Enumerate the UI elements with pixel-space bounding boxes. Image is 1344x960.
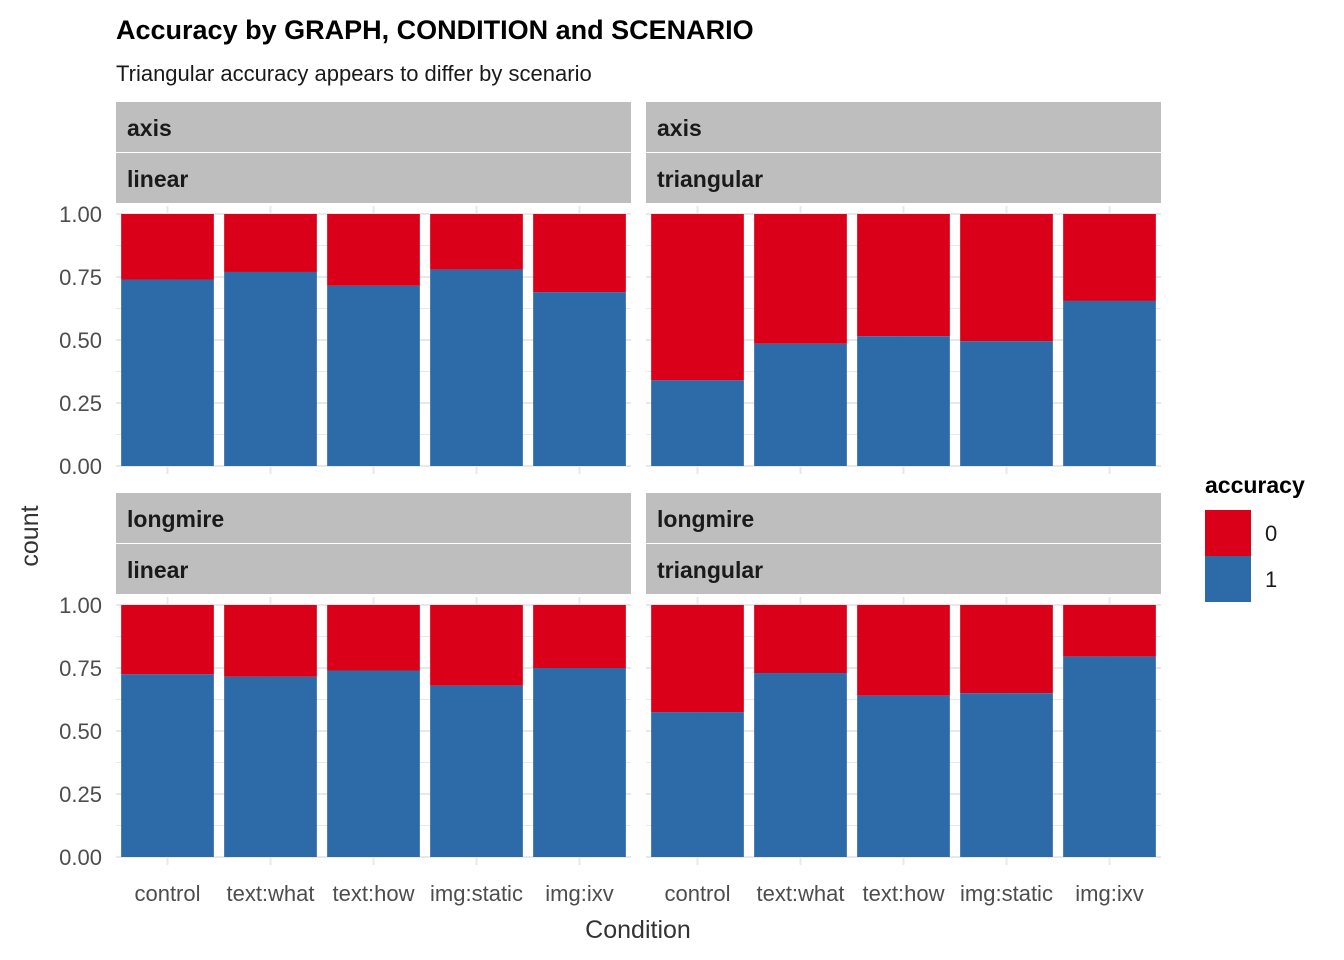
bar-incorrect (224, 605, 317, 677)
facet-strip (116, 493, 631, 543)
y-tick-label: 0.25 (59, 782, 102, 807)
legend-title: accuracy (1205, 472, 1305, 498)
bar-incorrect (430, 214, 523, 270)
legend-key (1205, 556, 1251, 602)
bar-correct (224, 271, 317, 466)
facet-strip-label: triangular (657, 166, 763, 192)
bar-correct (430, 269, 523, 466)
y-tick-label: 0.50 (59, 719, 102, 744)
x-tick-label: control (134, 881, 200, 906)
facet-strip-label: longmire (127, 506, 224, 532)
legend: accuracy 0 1 (1205, 472, 1305, 602)
x-tick-label: img:static (960, 881, 1053, 906)
bar-incorrect (327, 605, 420, 671)
y-tick-label: 0.50 (59, 328, 102, 353)
bar-incorrect (960, 605, 1053, 694)
bar-incorrect (651, 605, 744, 713)
bar-correct (121, 674, 214, 857)
facet-panel: axis triangular (646, 102, 1161, 474)
chart-title: Accuracy by GRAPH, CONDITION and SCENARI… (116, 15, 754, 45)
bar-incorrect (754, 214, 847, 344)
x-tick-label: text:what (756, 881, 844, 906)
facet-strip (646, 153, 1161, 203)
bar-incorrect (121, 605, 214, 675)
bar-incorrect (960, 214, 1053, 342)
bar-correct (533, 668, 626, 857)
bar-correct (533, 292, 626, 466)
facet-strip (646, 493, 1161, 543)
bar-incorrect (533, 605, 626, 668)
y-tick-label: 1.00 (59, 593, 102, 618)
bar-correct (1063, 656, 1156, 857)
facet-strip-label: triangular (657, 557, 763, 583)
bar-incorrect (1063, 605, 1156, 657)
y-tick-label: 0.00 (59, 845, 102, 870)
bar-correct (430, 685, 523, 857)
bar-correct (651, 712, 744, 857)
x-tick-label: control (664, 881, 730, 906)
y-tick-label: 0.00 (59, 454, 102, 479)
bar-correct (754, 343, 847, 466)
bar-incorrect (651, 214, 744, 381)
y-tick-label: 0.75 (59, 656, 102, 681)
bar-incorrect (857, 605, 950, 696)
facet-strip (646, 544, 1161, 594)
bar-incorrect (430, 605, 523, 686)
chart-subtitle: Triangular accuracy appears to differ by… (116, 61, 592, 86)
bar-correct (960, 341, 1053, 466)
bar-incorrect (1063, 214, 1156, 301)
y-tick-label: 0.75 (59, 265, 102, 290)
bar-incorrect (857, 214, 950, 337)
bar-incorrect (224, 214, 317, 272)
facet-strip (646, 102, 1161, 152)
x-tick-label: text:what (226, 881, 314, 906)
x-tick-label: img:static (430, 881, 523, 906)
legend-label: 0 (1265, 521, 1277, 546)
facet-strip (116, 544, 631, 594)
facet-strip-label: axis (657, 115, 702, 141)
facet-strip (116, 102, 631, 152)
legend-label: 1 (1265, 567, 1277, 592)
bar-correct (960, 693, 1053, 857)
bar-incorrect (327, 214, 420, 286)
x-tick-label: img:ixv (1075, 881, 1143, 906)
y-axis-title: count (16, 505, 44, 566)
bar-incorrect (121, 214, 214, 280)
bar-correct (1063, 300, 1156, 466)
x-tick-label: text:how (333, 881, 415, 906)
facet-strip-label: linear (127, 166, 188, 192)
bar-correct (327, 670, 420, 857)
facet-panel: longmire linear 0.00 0.25 0.50 0.75 1.00 contro… (59, 493, 631, 906)
bar-correct (754, 673, 847, 857)
facet-strip-label: linear (127, 557, 188, 583)
bar-correct (224, 676, 317, 857)
x-tick-label: img:ixv (545, 881, 613, 906)
y-tick-label: 1.00 (59, 202, 102, 227)
x-axis-title: Condition (585, 916, 691, 944)
bar-correct (857, 336, 950, 466)
facet-strip (116, 153, 631, 203)
facet-strip-label: axis (127, 115, 172, 141)
facet-panel: longmire triangular control text:what text:h… (646, 493, 1161, 906)
bar-incorrect (533, 214, 626, 293)
bar-correct (651, 380, 744, 466)
bar-correct (121, 279, 214, 466)
y-tick-label: 0.25 (59, 391, 102, 416)
x-tick-label: text:how (863, 881, 945, 906)
bar-correct (327, 285, 420, 466)
facet-panel: axis linear 0.00 0.25 0.50 0.75 1.00 (59, 102, 631, 479)
legend-key (1205, 510, 1251, 556)
bar-incorrect (754, 605, 847, 674)
bar-correct (857, 695, 950, 857)
facet-strip-label: longmire (657, 506, 754, 532)
